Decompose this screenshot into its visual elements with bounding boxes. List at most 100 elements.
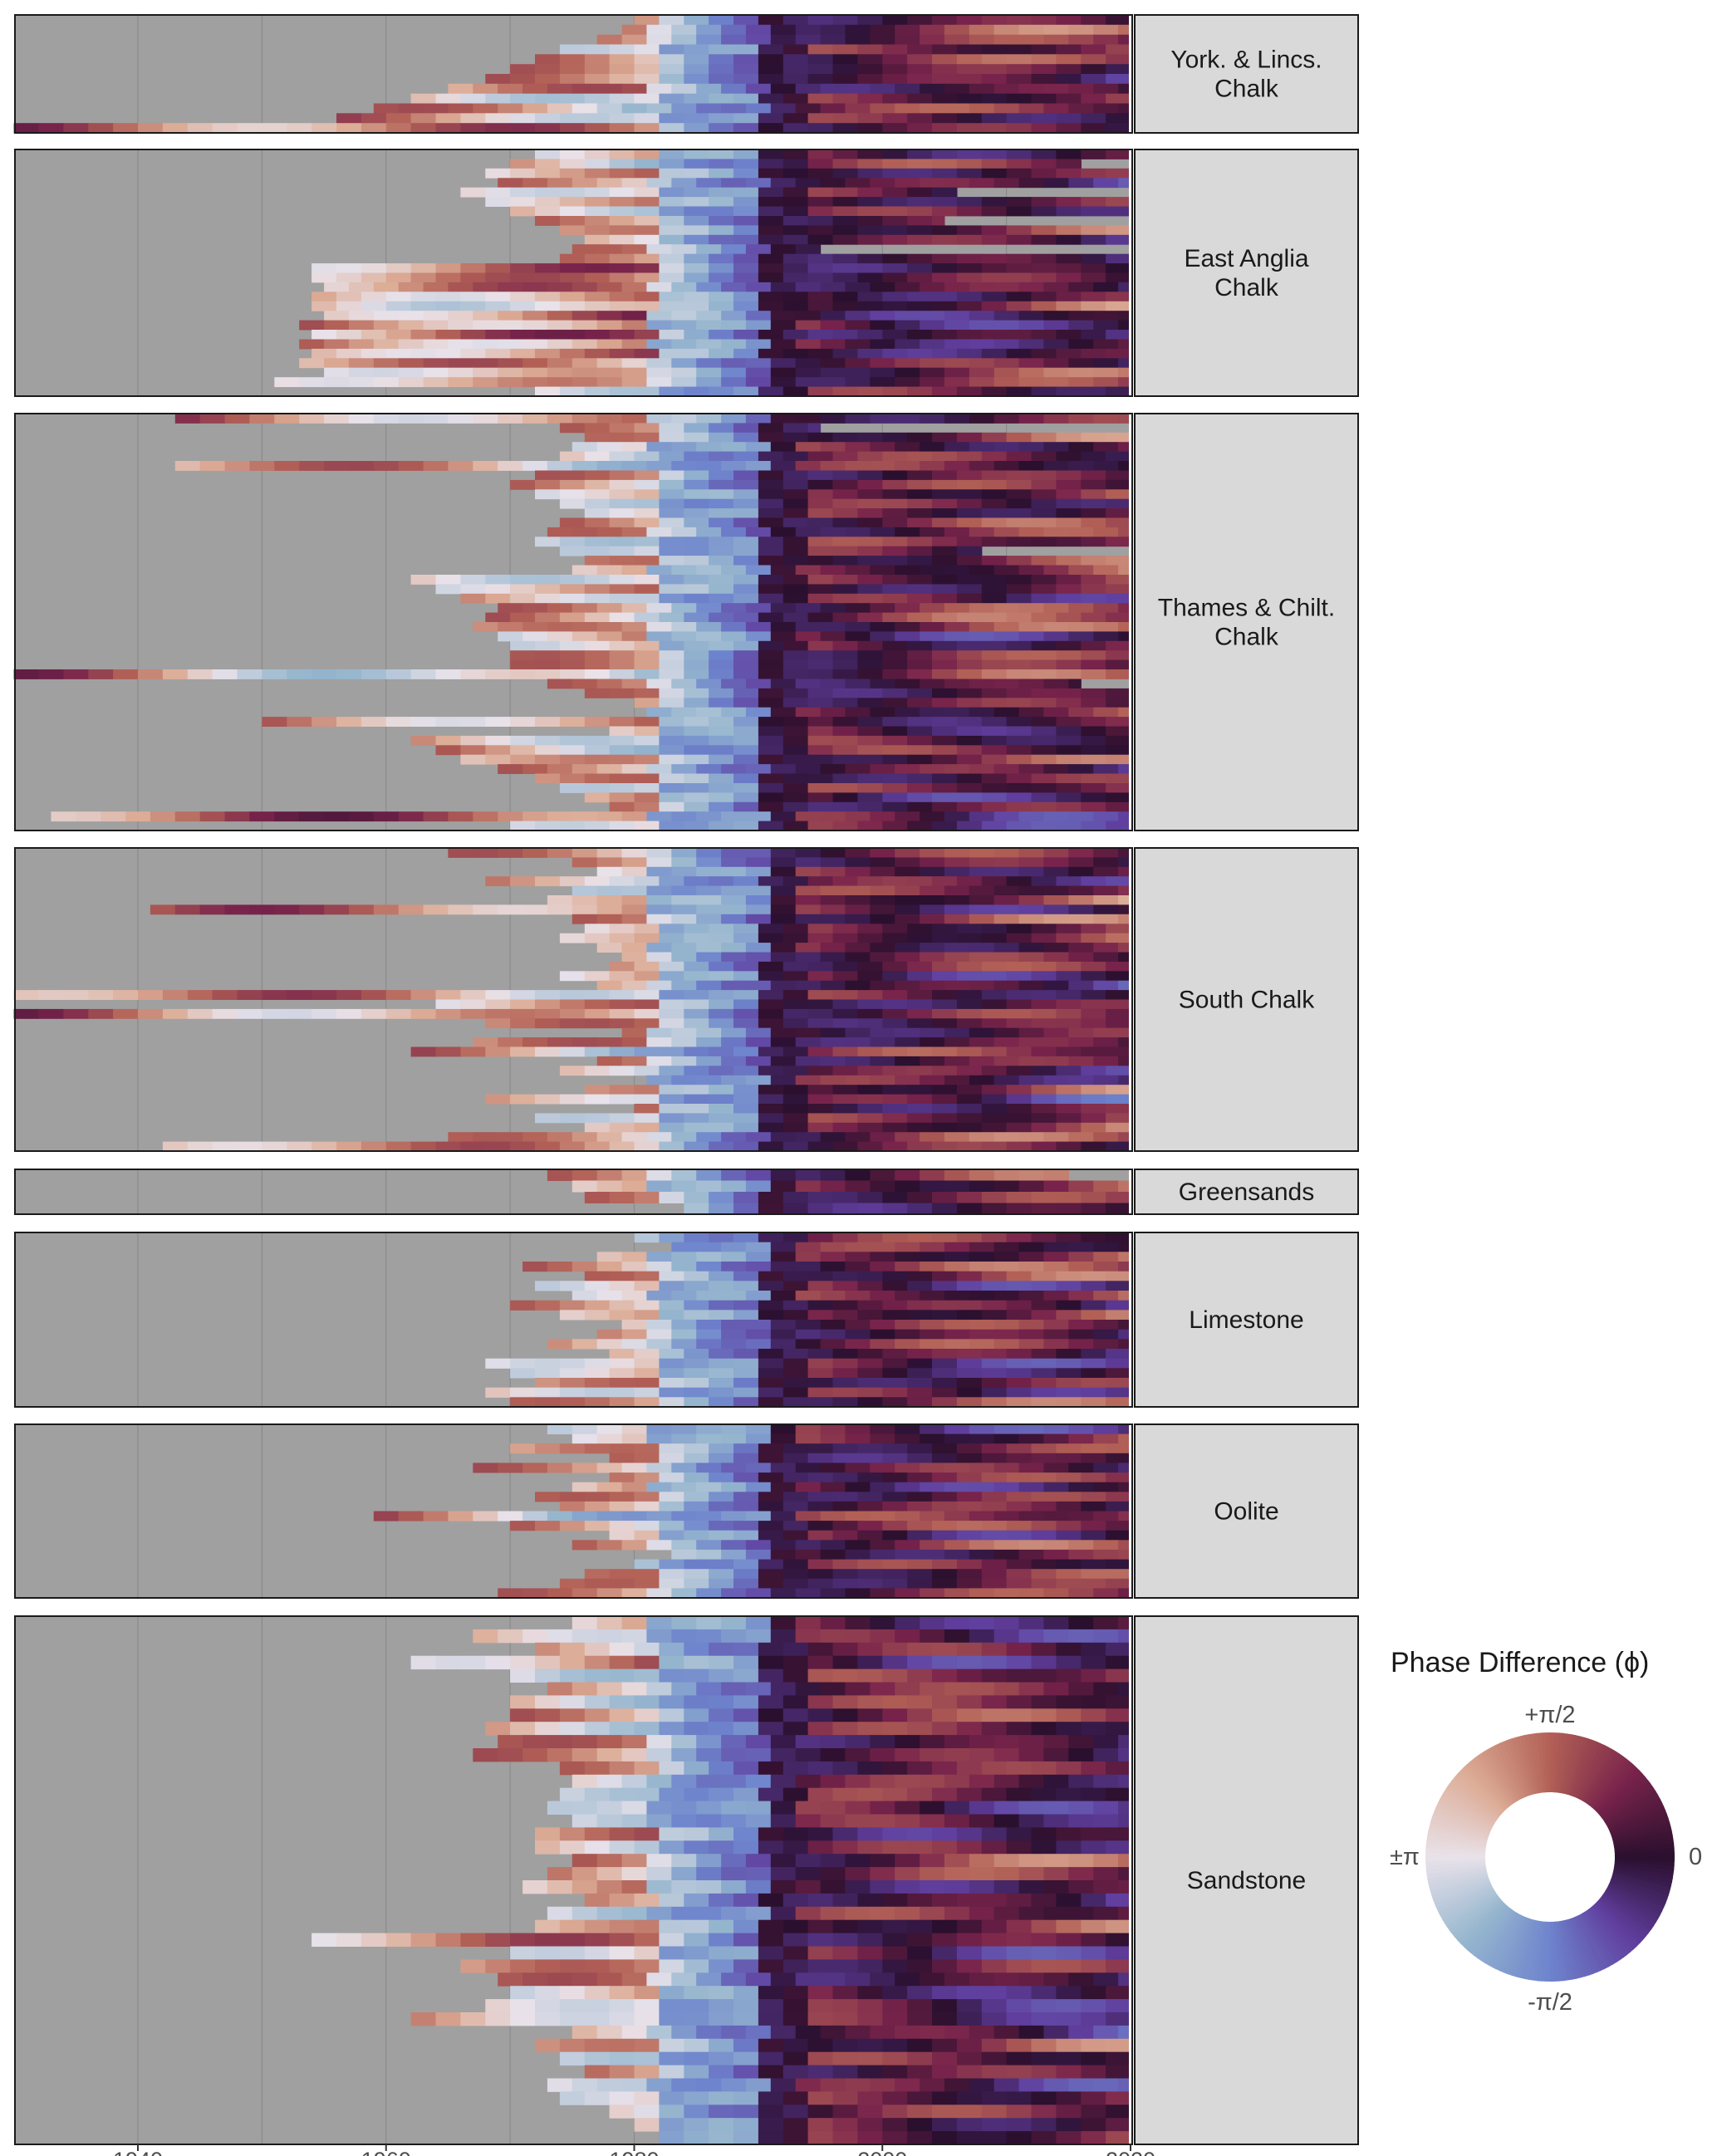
- heat-cell: [770, 414, 797, 424]
- heat-cell: [1031, 669, 1057, 679]
- heat-cell: [709, 575, 734, 585]
- heat-cell: [609, 546, 635, 556]
- heat-cell: [373, 811, 400, 822]
- heat-cell: [1031, 933, 1057, 943]
- heat-cell: [1056, 348, 1082, 359]
- heat-cell: [609, 498, 635, 509]
- heat-cell: [907, 1232, 933, 1243]
- heat-cell: [857, 432, 883, 443]
- heat-cell: [684, 216, 709, 226]
- heat-cell: [758, 1722, 784, 1736]
- heat-cell: [770, 857, 797, 868]
- heat-cell: [696, 565, 722, 576]
- heat-cell: [795, 1433, 822, 1444]
- heat-cell: [993, 952, 1020, 963]
- heat-cell: [1043, 1629, 1069, 1644]
- heat-cell: [882, 1569, 908, 1580]
- heat-cell: [584, 517, 611, 528]
- heat-cell: [659, 612, 684, 623]
- heat-cell: [1018, 1463, 1045, 1473]
- heat-cell: [907, 1300, 933, 1311]
- heat-cell: [584, 1933, 611, 1947]
- heat-cell: [684, 1569, 709, 1580]
- heat-cell: [956, 1986, 983, 2000]
- heat-cell: [435, 113, 461, 124]
- heat-cell: [559, 990, 586, 1000]
- heat-cell: [634, 1300, 660, 1311]
- heat-cell: [559, 1999, 586, 2013]
- heat-cell: [882, 64, 908, 75]
- heat-cell: [932, 1085, 958, 1095]
- heat-cell: [596, 914, 623, 924]
- heat-rows: [547, 1169, 1131, 1215]
- heat-cell: [1068, 764, 1094, 774]
- heat-cell: [1043, 1291, 1069, 1301]
- heat-cell: [1006, 1397, 1033, 1408]
- heat-cell: [745, 1867, 772, 1881]
- heat-cell: [944, 952, 970, 963]
- heat-cell: [733, 933, 759, 943]
- heat-cell: [857, 123, 883, 134]
- heat-cell: [895, 904, 920, 915]
- heat-cell: [807, 330, 834, 340]
- heat-cell: [758, 2038, 784, 2053]
- heat-cell: [584, 1655, 611, 1670]
- heat-cell: [758, 1141, 784, 1152]
- heat-cell: [696, 1801, 722, 1815]
- heat-cell: [758, 783, 784, 793]
- heat-cell: [187, 1008, 213, 1019]
- heat-cell: [709, 1008, 734, 1019]
- heat-cell: [473, 622, 498, 632]
- heat-cell: [609, 74, 635, 85]
- heat-cell: [907, 726, 933, 737]
- heat-cell: [249, 461, 275, 471]
- heat-cell: [671, 943, 697, 953]
- heat-cell: [609, 1827, 635, 1841]
- heat-cell: [782, 669, 809, 679]
- heat-cell: [807, 1578, 834, 1589]
- heat-cell: [782, 1840, 809, 1855]
- heat-cell: [1056, 2038, 1082, 2053]
- heat-cell: [745, 707, 772, 718]
- heat-cell: [758, 1501, 784, 1512]
- heat-cell: [882, 650, 908, 661]
- heat-cell: [696, 679, 722, 689]
- heat-cell: [709, 432, 734, 443]
- heat-cell: [981, 1946, 1008, 1960]
- heat-cell: [274, 904, 300, 915]
- heat-cell: [1018, 1854, 1045, 1868]
- heat-cell: [696, 895, 722, 905]
- heat-cell: [473, 461, 498, 471]
- heat-cell: [832, 1300, 858, 1311]
- heat-cell: [1018, 980, 1045, 991]
- heat-cell: [299, 414, 325, 424]
- heat-cell: [709, 584, 734, 595]
- heat-cell: [782, 451, 809, 462]
- heat-cell: [609, 1655, 635, 1670]
- heat-cell: [993, 178, 1020, 189]
- heat-cell: [1118, 904, 1131, 915]
- heat-cell: [857, 234, 883, 245]
- heat-cell: [782, 537, 809, 547]
- heat-cell: [510, 1655, 536, 1670]
- heat-cell: [659, 1046, 684, 1057]
- heat-cell: [659, 479, 684, 490]
- heat-cell: [559, 584, 586, 595]
- heat-cell: [721, 1801, 747, 1815]
- heat-cell: [782, 1300, 809, 1311]
- heat-cell: [1118, 952, 1131, 963]
- heat-cell: [981, 1501, 1008, 1512]
- heat-cell: [1031, 688, 1057, 698]
- heat-cell: [758, 225, 784, 236]
- heat-cell: [857, 1046, 883, 1057]
- heat-cell: [1006, 292, 1033, 302]
- heat-cell: [1118, 527, 1131, 537]
- heat-cell: [671, 811, 697, 822]
- heat-cell: [609, 537, 635, 547]
- heat-cell: [1006, 593, 1033, 604]
- heat-cell: [621, 527, 648, 537]
- heat-cell: [795, 358, 822, 369]
- heat-cell: [733, 1472, 759, 1483]
- heat-cell: [832, 575, 858, 585]
- heat-cell: [721, 1169, 747, 1181]
